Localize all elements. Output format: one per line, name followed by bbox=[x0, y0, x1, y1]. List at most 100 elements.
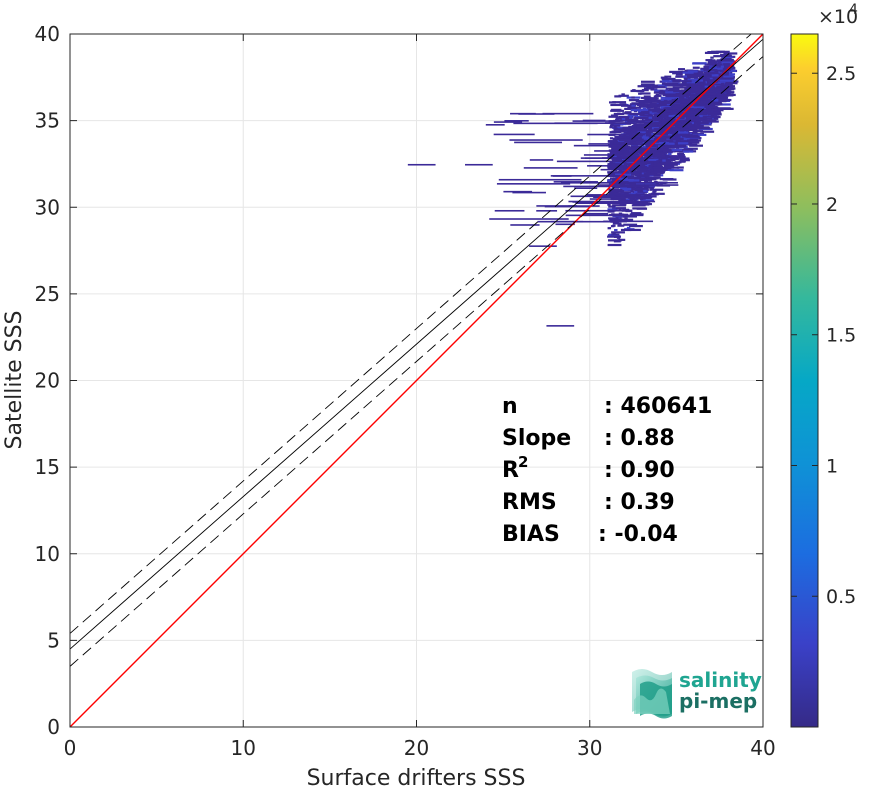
density-cell bbox=[674, 141, 679, 145]
density-cell bbox=[646, 195, 657, 198]
density-cell bbox=[643, 95, 651, 98]
density-cell bbox=[656, 131, 664, 134]
density-cell bbox=[637, 123, 642, 127]
density-streak bbox=[542, 112, 594, 115]
density-streak bbox=[493, 121, 523, 123]
density-cell bbox=[667, 107, 682, 110]
density-cell bbox=[665, 91, 676, 94]
density-cell bbox=[676, 166, 684, 169]
colorbar-tick-label: 2.5 bbox=[826, 63, 856, 85]
density-cell bbox=[674, 105, 682, 108]
density-cell bbox=[635, 131, 646, 134]
density-cell bbox=[621, 93, 625, 96]
density-cell bbox=[720, 68, 731, 72]
density-cell bbox=[684, 87, 689, 90]
density-cell bbox=[714, 94, 729, 97]
density-cell bbox=[708, 107, 712, 111]
density-cell bbox=[612, 138, 623, 141]
density-cell bbox=[699, 102, 706, 105]
density-cell bbox=[607, 208, 618, 211]
density-cell bbox=[645, 179, 650, 182]
y-tick-label: 35 bbox=[35, 109, 60, 133]
density-streak bbox=[523, 167, 578, 169]
density-cell bbox=[682, 71, 697, 74]
density-cell bbox=[708, 67, 723, 70]
density-cell bbox=[644, 112, 659, 115]
stat-value: : 0.90 bbox=[604, 458, 675, 483]
density-cell bbox=[663, 99, 668, 103]
density-cell bbox=[704, 85, 709, 88]
density-streak bbox=[565, 209, 624, 212]
density-streak bbox=[494, 209, 525, 212]
density-cell bbox=[648, 147, 662, 150]
density-cell bbox=[685, 141, 700, 144]
y-tick-label: 0 bbox=[47, 715, 60, 739]
colorbar bbox=[790, 33, 819, 728]
density-cell bbox=[693, 109, 708, 113]
density-cell bbox=[716, 99, 728, 102]
density-cell bbox=[647, 160, 658, 164]
density-cell bbox=[664, 119, 675, 122]
density-cell bbox=[672, 103, 687, 106]
density-cell bbox=[707, 71, 722, 75]
density-cell bbox=[610, 103, 625, 107]
density-cell bbox=[608, 115, 619, 118]
density-cell bbox=[613, 138, 617, 141]
density-cell bbox=[670, 117, 678, 120]
density-cell bbox=[654, 154, 666, 157]
density-cell bbox=[686, 124, 694, 127]
density-cell bbox=[690, 119, 705, 122]
density-cell bbox=[612, 197, 623, 200]
density-cell bbox=[647, 128, 652, 132]
density-cell bbox=[610, 225, 615, 228]
density-cell bbox=[635, 161, 650, 165]
density-cell bbox=[613, 155, 617, 158]
density-cell bbox=[699, 115, 703, 118]
density-cell bbox=[686, 101, 694, 104]
density-cell bbox=[628, 99, 640, 102]
density-cell bbox=[677, 108, 681, 111]
density-cell bbox=[710, 56, 714, 59]
density-cell bbox=[650, 156, 661, 159]
density-cell bbox=[617, 177, 629, 180]
density-cell bbox=[653, 132, 667, 136]
density-cell bbox=[632, 89, 636, 92]
density-cell bbox=[652, 110, 667, 113]
density-cell bbox=[659, 177, 674, 181]
logo-waves-icon bbox=[632, 669, 672, 719]
density-cell bbox=[671, 135, 679, 138]
density-cell bbox=[705, 71, 709, 75]
density-cell bbox=[661, 77, 676, 81]
density-cell bbox=[623, 178, 635, 181]
density-cell bbox=[626, 226, 631, 230]
y-tick-label: 20 bbox=[35, 369, 60, 393]
density-cell bbox=[623, 134, 631, 137]
density-cell bbox=[628, 179, 640, 182]
density-cell bbox=[653, 91, 665, 94]
density-cell bbox=[635, 140, 643, 144]
density-streak bbox=[498, 178, 582, 181]
stat-label: R bbox=[502, 458, 519, 483]
density-cell bbox=[629, 213, 644, 216]
density-cell bbox=[618, 166, 626, 169]
colorbar-ticks: 0.5 1 1.5 2 2.5 bbox=[791, 63, 856, 608]
density-cell bbox=[716, 93, 724, 96]
density-cell bbox=[641, 136, 649, 139]
density-streak bbox=[553, 181, 598, 183]
density-cell bbox=[608, 205, 616, 208]
density-cell bbox=[629, 112, 644, 116]
density-cloud bbox=[407, 50, 739, 327]
density-cell bbox=[622, 134, 627, 137]
density-cell bbox=[683, 77, 691, 80]
density-cell bbox=[723, 65, 735, 68]
density-cell bbox=[678, 126, 693, 129]
density-streak bbox=[587, 165, 627, 167]
density-cell bbox=[724, 76, 735, 80]
density-streak bbox=[582, 119, 606, 122]
density-cell bbox=[677, 152, 685, 155]
density-streak bbox=[586, 194, 645, 196]
density-cell bbox=[687, 127, 702, 130]
density-cell bbox=[655, 93, 660, 96]
density-cell bbox=[617, 173, 632, 176]
density-cell bbox=[611, 108, 622, 111]
